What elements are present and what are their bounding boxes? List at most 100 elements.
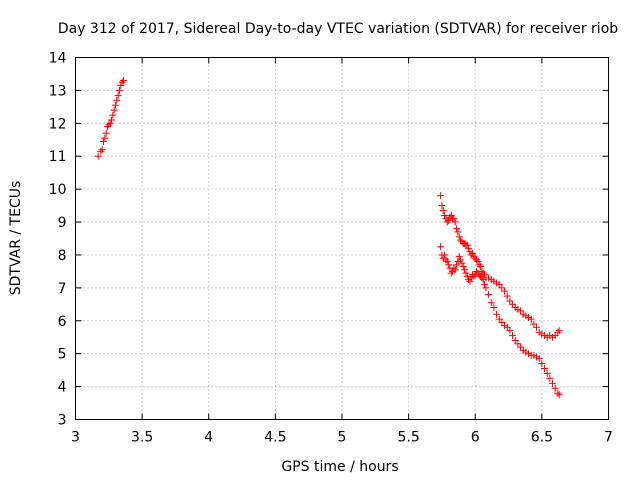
y-tick-label: 6	[58, 314, 67, 330]
data-point	[506, 327, 514, 335]
data-point	[554, 389, 562, 397]
y-axis-label: SDTVAR / TECUs	[8, 181, 24, 296]
data-point	[463, 272, 471, 280]
y-tick-label: 10	[49, 182, 67, 198]
data-point	[533, 323, 541, 331]
data-point	[478, 274, 486, 282]
data-point	[482, 284, 490, 292]
data-point	[438, 202, 446, 210]
data-point	[98, 146, 106, 154]
data-point	[441, 251, 449, 259]
data-point	[115, 86, 123, 94]
data-point	[538, 360, 546, 368]
y-tick-label: 7	[58, 281, 67, 297]
x-tick-label: 4	[204, 430, 213, 446]
x-tick-label: 3	[71, 430, 80, 446]
x-tick-label: 6.5	[531, 430, 553, 446]
data-point	[546, 374, 554, 382]
data-point	[99, 137, 107, 145]
plot-frame	[75, 57, 609, 420]
data-point	[466, 277, 474, 285]
x-tick-label: 5	[338, 430, 347, 446]
data-point	[97, 147, 105, 155]
data-point	[541, 364, 549, 372]
data-point	[493, 310, 501, 318]
data-point	[474, 258, 482, 266]
data-point	[555, 391, 563, 399]
data-point	[509, 332, 517, 340]
data-point	[439, 207, 447, 215]
data-point	[554, 328, 562, 336]
data-point	[443, 218, 451, 226]
data-point	[445, 216, 453, 224]
y-tick-label: 14	[49, 51, 67, 67]
data-point	[102, 129, 110, 137]
data-point	[555, 327, 563, 335]
data-point	[485, 290, 493, 298]
data-point	[450, 215, 458, 223]
data-point	[114, 91, 122, 99]
data-point	[535, 355, 543, 363]
data-point	[437, 192, 445, 200]
data-point	[106, 119, 114, 127]
data-point	[477, 262, 485, 270]
data-point	[465, 244, 473, 252]
data-point	[470, 272, 478, 280]
data-point	[109, 111, 117, 119]
data-point	[549, 379, 557, 387]
data-point	[453, 261, 461, 269]
data-point	[458, 259, 466, 267]
data-point	[461, 266, 469, 274]
y-tick-label: 4	[58, 380, 67, 396]
data-point	[503, 292, 511, 300]
y-tick-label: 3	[58, 413, 67, 429]
data-points	[94, 77, 563, 399]
data-point	[441, 211, 449, 219]
data-point	[442, 256, 450, 264]
data-point	[490, 304, 498, 312]
data-point	[119, 77, 127, 85]
chart-title: Day 312 of 2017, Sidereal Day-to-day VTE…	[58, 21, 618, 37]
data-point	[481, 281, 489, 289]
data-point	[473, 256, 481, 264]
y-tick-label: 12	[49, 116, 67, 132]
data-point	[117, 81, 125, 89]
x-tick-label: 7	[604, 430, 613, 446]
x-tick-label: 6	[471, 430, 480, 446]
data-point	[459, 262, 467, 270]
x-tick-label: 3.5	[131, 430, 153, 446]
data-point	[447, 269, 455, 277]
data-point	[475, 261, 483, 269]
data-point	[469, 249, 477, 257]
data-point	[543, 369, 551, 377]
data-point	[113, 96, 121, 104]
data-point	[501, 287, 509, 295]
data-point	[118, 78, 126, 86]
data-point	[445, 261, 453, 269]
grid	[75, 57, 609, 420]
data-point	[454, 228, 462, 236]
data-point	[455, 233, 463, 241]
data-point	[457, 256, 465, 264]
data-point	[110, 106, 118, 114]
data-point	[463, 241, 471, 249]
data-point	[455, 253, 463, 261]
data-point	[453, 225, 461, 233]
data-point	[107, 116, 115, 124]
data-point	[462, 269, 470, 277]
data-point	[527, 315, 535, 323]
x-axis-label: GPS time / hours	[281, 459, 398, 475]
data-point	[105, 121, 113, 129]
data-point	[551, 384, 559, 392]
y-tick-label: 9	[58, 215, 67, 231]
data-point	[437, 243, 445, 251]
y-tick-label: 8	[58, 248, 67, 264]
y-tick-label: 13	[49, 83, 67, 99]
data-point	[111, 101, 119, 109]
data-point	[101, 134, 109, 142]
data-point	[479, 276, 487, 284]
data-point	[94, 152, 102, 160]
x-tick-label: 4.5	[264, 430, 286, 446]
